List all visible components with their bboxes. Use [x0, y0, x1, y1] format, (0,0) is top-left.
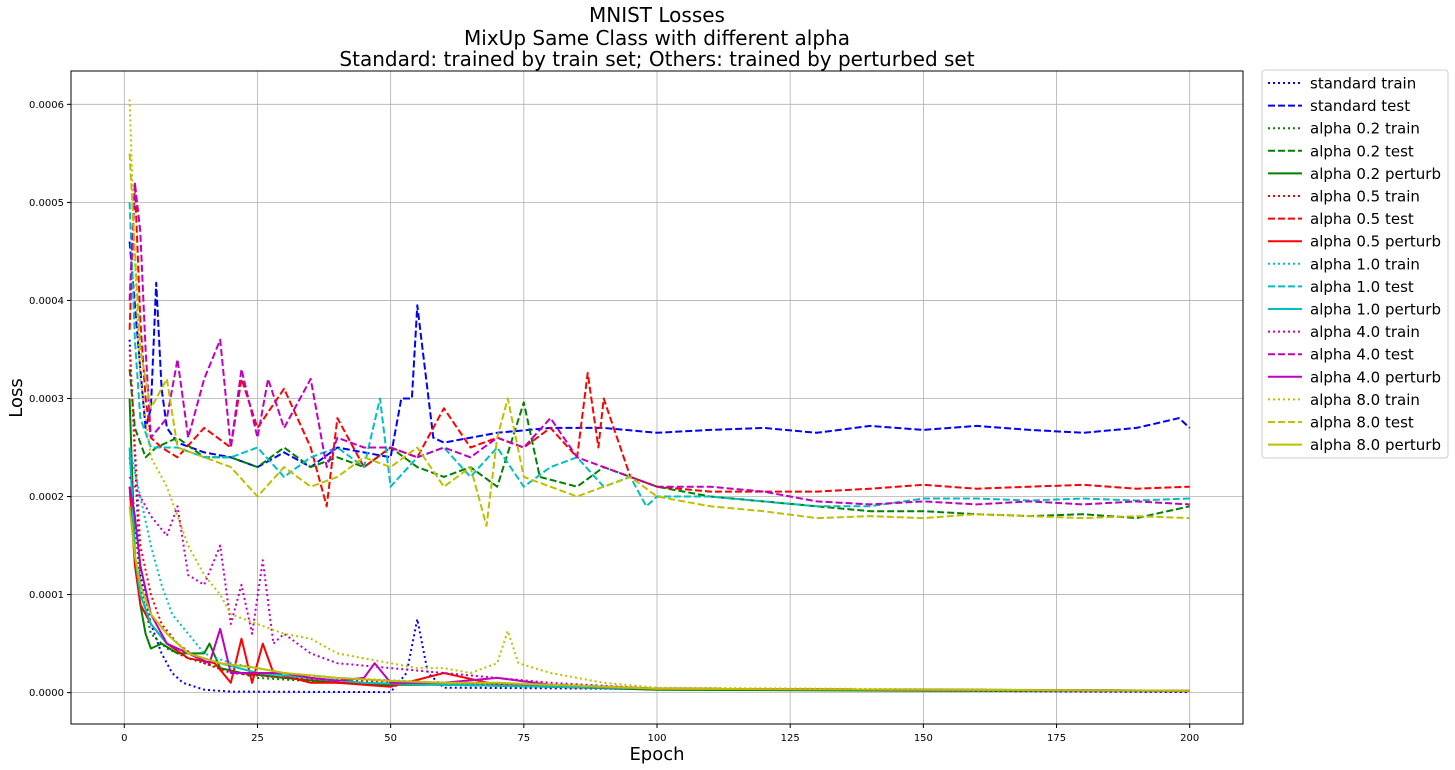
legend-label-alpha-0-2-test: alpha 0.2 test [1310, 142, 1414, 160]
series-line-alpha-8-0-perturb [128, 506, 1190, 692]
x-tick-label: 100 [647, 733, 666, 744]
legend-label-alpha-8-0-train: alpha 8.0 train [1310, 391, 1420, 409]
chart-title-line-2: MixUp Same Class with different alpha [464, 26, 850, 50]
x-axis-title: Epoch [629, 744, 684, 765]
series-line-alpha-0-5-perturb [128, 486, 1190, 692]
y-tick-label: 0.0004 [29, 296, 64, 307]
legend: standard train standard test alpha 0.2 tra… [1261, 69, 1449, 459]
legend-label-standard-test: standard test [1310, 97, 1410, 115]
series-line-alpha-0-2-train [128, 457, 1190, 692]
series-line-alpha-0-2-perturb [128, 398, 1190, 692]
series-line-alpha-0-5-test [128, 181, 1190, 508]
series-line-standard-train [128, 339, 1190, 694]
y-axis-title: Loss [6, 378, 27, 417]
y-tick-label: 0.0005 [29, 198, 64, 209]
x-tick-label: 0 [121, 733, 127, 744]
series-line-alpha-8-0-train [128, 99, 1190, 692]
x-tick-label: 150 [914, 733, 933, 744]
series-line-alpha-1-0-test [128, 202, 1190, 508]
legend-label-alpha-0-2-train: alpha 0.2 train [1310, 120, 1420, 138]
legend-frame [1261, 69, 1449, 459]
series-line-alpha-1-0-train [128, 447, 1190, 692]
x-tick-label: 25 [251, 733, 264, 744]
legend-label-alpha-1-0-perturb: alpha 1.0 perturb [1310, 301, 1441, 319]
x-tick-label: 125 [781, 733, 800, 744]
series-line-alpha-8-0-test [128, 153, 1190, 527]
series-line-alpha-4-0-train [128, 476, 1190, 692]
legend-label-alpha-8-0-test: alpha 8.0 test [1310, 414, 1414, 432]
legend-label-standard-train: standard train [1310, 75, 1416, 93]
legend-label-alpha-0-5-train: alpha 0.5 train [1310, 188, 1420, 206]
legend-label-alpha-1-0-train: alpha 1.0 train [1310, 255, 1420, 273]
legend-label-alpha-4-0-test: alpha 4.0 test [1310, 346, 1414, 364]
y-tick-label: 0.0003 [29, 394, 64, 405]
legend-label-alpha-4-0-perturb: alpha 4.0 perturb [1310, 368, 1441, 386]
x-tick-label: 75 [517, 733, 530, 744]
series-line-standard-test [128, 241, 1191, 469]
y-axis-ticks: 0.0000 0.0001 0.0002 0.0003 0.0004 0.0005 0.00… [29, 100, 71, 699]
legend-label-alpha-0-2-perturb: alpha 0.2 perturb [1310, 165, 1441, 183]
plot-series [128, 99, 1191, 694]
legend-label-alpha-0-5-perturb: alpha 0.5 perturb [1310, 233, 1441, 251]
x-tick-label: 175 [1047, 733, 1066, 744]
grid-lines [71, 71, 1243, 724]
legend-label-alpha-1-0-test: alpha 1.0 test [1310, 278, 1414, 296]
legend-label-alpha-4-0-train: alpha 4.0 train [1310, 323, 1420, 341]
x-axis-ticks: 0 25 50 75 100 125 150 175 200 [121, 724, 1199, 744]
x-tick-label: 200 [1180, 733, 1199, 744]
y-tick-label: 0.0000 [29, 688, 64, 699]
series-line-alpha-4-0-test [128, 181, 1190, 506]
legend-label-alpha-0-5-test: alpha 0.5 test [1310, 210, 1414, 228]
y-tick-label: 0.0006 [29, 100, 64, 111]
y-tick-label: 0.0001 [29, 590, 64, 601]
chart-title-line-1: MNIST Losses [589, 3, 725, 27]
series-line-alpha-1-0-perturb [128, 447, 1190, 692]
series-line-alpha-4-0-perturb [128, 486, 1190, 692]
x-tick-label: 50 [384, 733, 397, 744]
chart-title-line-3: Standard: trained by train set; Others: … [339, 47, 974, 71]
y-tick-label: 0.0002 [29, 492, 64, 503]
legend-label-alpha-8-0-perturb: alpha 8.0 perturb [1310, 436, 1441, 454]
series-line-alpha-0-5-train [128, 349, 1190, 692]
